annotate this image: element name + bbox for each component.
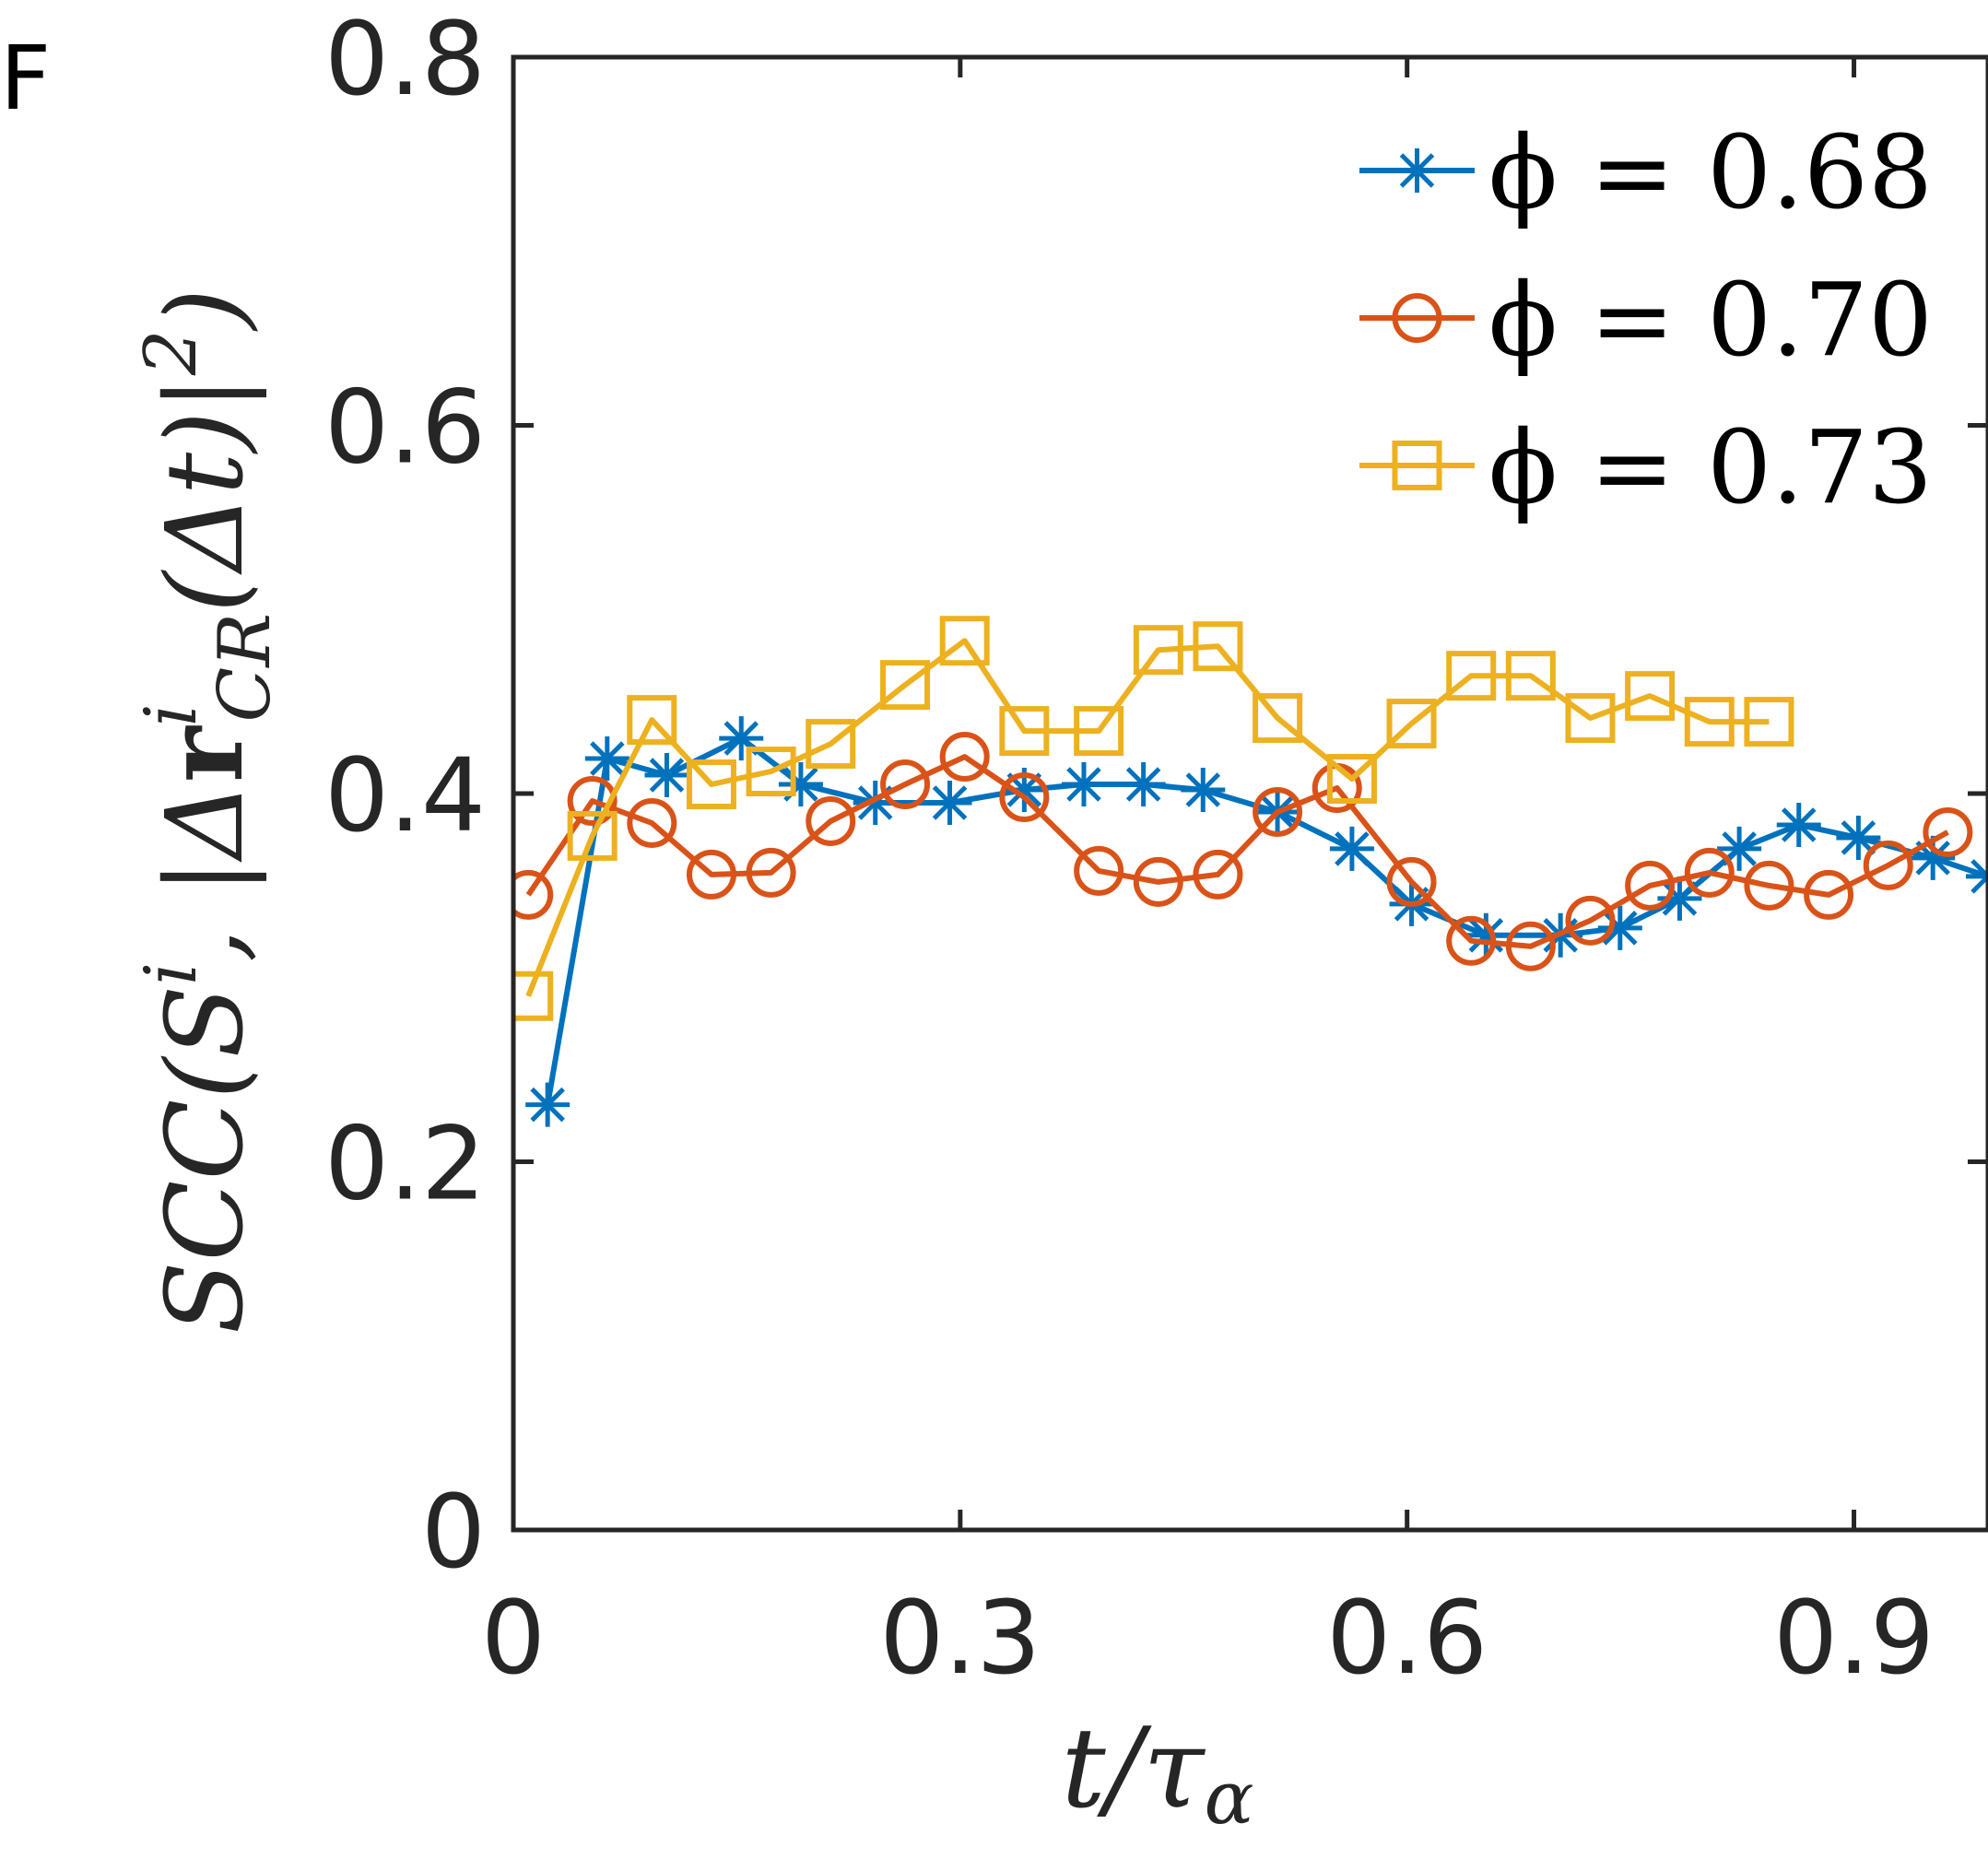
data-point: [1133, 625, 1183, 676]
series-2: [513, 616, 1794, 1021]
data-point: [1684, 847, 1735, 898]
data-point: [567, 810, 618, 861]
data-point: [1776, 802, 1821, 847]
data-point: [513, 971, 554, 1021]
data-point: [1505, 921, 1556, 971]
data-point: [525, 1082, 571, 1127]
x-tick-label: 0.6: [1326, 1579, 1488, 1697]
data-point: [999, 771, 1050, 822]
data-point: [1625, 671, 1676, 722]
y-tick-label: 0.4: [324, 736, 486, 854]
data-point: [627, 797, 677, 848]
data-point: [1326, 754, 1377, 805]
data-point: [1744, 697, 1794, 747]
data-point: [1923, 806, 1973, 857]
ticks-layer: 0 0.3 0.6 0.9 0 0.2 0.4 0.6 0.8: [324, 0, 1988, 1697]
data-point: [627, 695, 677, 746]
data-point: [746, 747, 796, 797]
data-point: [1446, 915, 1497, 966]
legend-label: ϕ = 0.73: [1488, 408, 1933, 526]
data-point: [1966, 853, 1988, 899]
data-point: [939, 732, 990, 782]
data-point: [746, 847, 796, 898]
data-point: [1565, 693, 1616, 744]
data-point: [567, 775, 618, 826]
y-tick-label: 0.6: [324, 369, 486, 487]
data-point: [719, 716, 764, 761]
data-point: [1446, 651, 1497, 701]
x-axis-label: t/τα: [1061, 1705, 1253, 1841]
data-point: [1505, 651, 1556, 701]
data-point: [1074, 845, 1124, 896]
data-point: [880, 660, 931, 711]
data-point: [1133, 856, 1183, 907]
data-point: [644, 753, 689, 798]
legend-item: ϕ = 0.68: [1359, 113, 1933, 231]
data-point: [513, 869, 554, 920]
data-point: [584, 736, 629, 782]
data-point: [1744, 860, 1794, 911]
legend-item: ϕ = 0.73: [1359, 408, 1933, 526]
data-point: [999, 706, 1050, 757]
legend: ϕ = 0.68 ϕ = 0.70 ϕ = 0.73: [1359, 113, 1933, 526]
data-point: [1804, 869, 1854, 920]
data-point: [1061, 762, 1106, 807]
panel-label: F: [0, 27, 51, 130]
y-axis-label: SCC(Si, |ΔriCR(Δt)|2): [130, 288, 287, 1335]
y-tick-label: 0.2: [324, 1105, 486, 1223]
data-point: [1386, 699, 1437, 749]
data-point: [1684, 697, 1735, 747]
data-point: [1253, 786, 1303, 837]
legend-item: ϕ = 0.70: [1359, 261, 1933, 379]
x-tick-label: 0.3: [879, 1579, 1041, 1697]
data-point: [1565, 895, 1616, 946]
legend-marker: [1392, 293, 1442, 343]
data-point: [1253, 693, 1303, 744]
series-line: [525, 754, 1949, 949]
data-point: [1386, 856, 1437, 907]
data-point: [1625, 860, 1676, 911]
x-tick-label: 0.9: [1773, 1579, 1935, 1697]
x-tick-label: 0: [481, 1579, 546, 1697]
data-point: [1181, 768, 1226, 813]
data-point: [778, 762, 823, 807]
data-point: [686, 849, 736, 900]
legend-marker: [1394, 148, 1440, 193]
data-point: [1193, 621, 1243, 672]
data-point: [1193, 849, 1243, 900]
series-1: [513, 732, 1973, 971]
data-point: [1329, 826, 1374, 871]
data-point: [939, 616, 990, 666]
series-layer: [513, 616, 1988, 1127]
y-tick-label: 0.8: [324, 0, 486, 118]
legend-marker: [1392, 441, 1442, 490]
legend-label: ϕ = 0.70: [1488, 261, 1933, 379]
data-point: [1863, 840, 1913, 890]
y-tick-label: 0: [421, 1473, 486, 1591]
data-point: [927, 780, 972, 825]
legend-label: ϕ = 0.68: [1488, 113, 1933, 231]
data-point: [806, 719, 856, 770]
data-point: [806, 795, 856, 846]
data-point: [1074, 706, 1124, 757]
data-point: [1836, 815, 1881, 860]
data-point: [880, 759, 931, 810]
data-point: [1717, 826, 1762, 871]
data-point: [1121, 762, 1166, 807]
data-point: [686, 759, 736, 810]
